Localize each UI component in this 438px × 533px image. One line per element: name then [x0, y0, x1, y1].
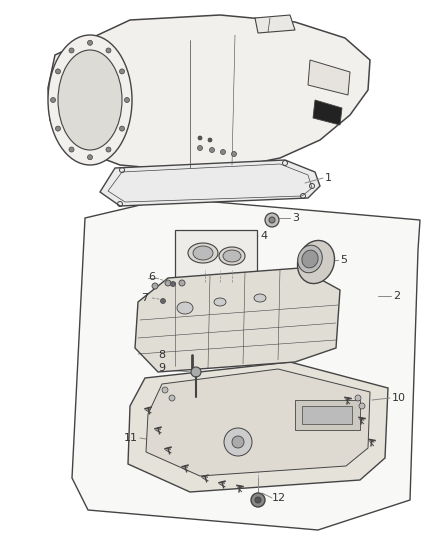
Circle shape: [152, 283, 158, 289]
Ellipse shape: [219, 247, 245, 265]
Ellipse shape: [254, 294, 266, 302]
Ellipse shape: [298, 245, 322, 273]
Text: 10: 10: [392, 393, 406, 403]
Circle shape: [224, 428, 252, 456]
Circle shape: [191, 367, 201, 377]
Text: 3: 3: [292, 213, 299, 223]
Circle shape: [162, 387, 168, 393]
Circle shape: [359, 403, 365, 409]
Polygon shape: [255, 15, 295, 33]
Polygon shape: [135, 268, 340, 372]
Text: 9: 9: [158, 363, 165, 373]
Text: 5: 5: [340, 255, 347, 265]
Circle shape: [88, 41, 92, 45]
Ellipse shape: [214, 298, 226, 306]
Circle shape: [120, 126, 124, 131]
Circle shape: [265, 213, 279, 227]
Circle shape: [69, 147, 74, 152]
Polygon shape: [72, 198, 420, 530]
Circle shape: [106, 48, 111, 53]
Circle shape: [50, 98, 56, 102]
Circle shape: [198, 136, 202, 140]
Text: 4: 4: [260, 231, 267, 241]
Polygon shape: [308, 60, 350, 95]
Text: 1: 1: [325, 173, 332, 183]
Circle shape: [124, 98, 130, 102]
Ellipse shape: [177, 302, 193, 314]
Circle shape: [179, 280, 185, 286]
Text: 8: 8: [158, 350, 165, 360]
Circle shape: [198, 146, 202, 150]
Ellipse shape: [48, 35, 132, 165]
Circle shape: [56, 69, 60, 74]
Bar: [295, 400, 360, 430]
Circle shape: [269, 217, 275, 223]
Bar: [302, 406, 352, 424]
Circle shape: [251, 493, 265, 507]
Text: 2: 2: [393, 291, 400, 301]
Circle shape: [208, 138, 212, 142]
Circle shape: [232, 151, 237, 157]
Circle shape: [56, 126, 60, 131]
Circle shape: [106, 147, 111, 152]
Text: 12: 12: [272, 493, 286, 503]
Ellipse shape: [58, 50, 122, 150]
Circle shape: [120, 69, 124, 74]
Text: 7: 7: [141, 293, 148, 303]
Circle shape: [220, 149, 226, 155]
Circle shape: [69, 48, 74, 53]
Bar: [175, 230, 257, 282]
Circle shape: [255, 497, 261, 503]
Ellipse shape: [302, 250, 318, 268]
Circle shape: [165, 280, 171, 286]
Circle shape: [169, 395, 175, 401]
Circle shape: [170, 281, 176, 287]
Text: 6: 6: [148, 272, 155, 282]
Polygon shape: [48, 15, 370, 170]
Circle shape: [209, 148, 215, 152]
Ellipse shape: [188, 243, 218, 263]
Ellipse shape: [223, 250, 241, 262]
Polygon shape: [128, 362, 388, 492]
Polygon shape: [146, 369, 370, 476]
Polygon shape: [313, 100, 342, 125]
Circle shape: [160, 298, 166, 303]
Ellipse shape: [193, 246, 213, 260]
Ellipse shape: [297, 240, 335, 284]
Polygon shape: [100, 160, 320, 206]
Text: 11: 11: [124, 433, 138, 443]
Circle shape: [355, 395, 361, 401]
Circle shape: [88, 155, 92, 160]
Circle shape: [232, 436, 244, 448]
